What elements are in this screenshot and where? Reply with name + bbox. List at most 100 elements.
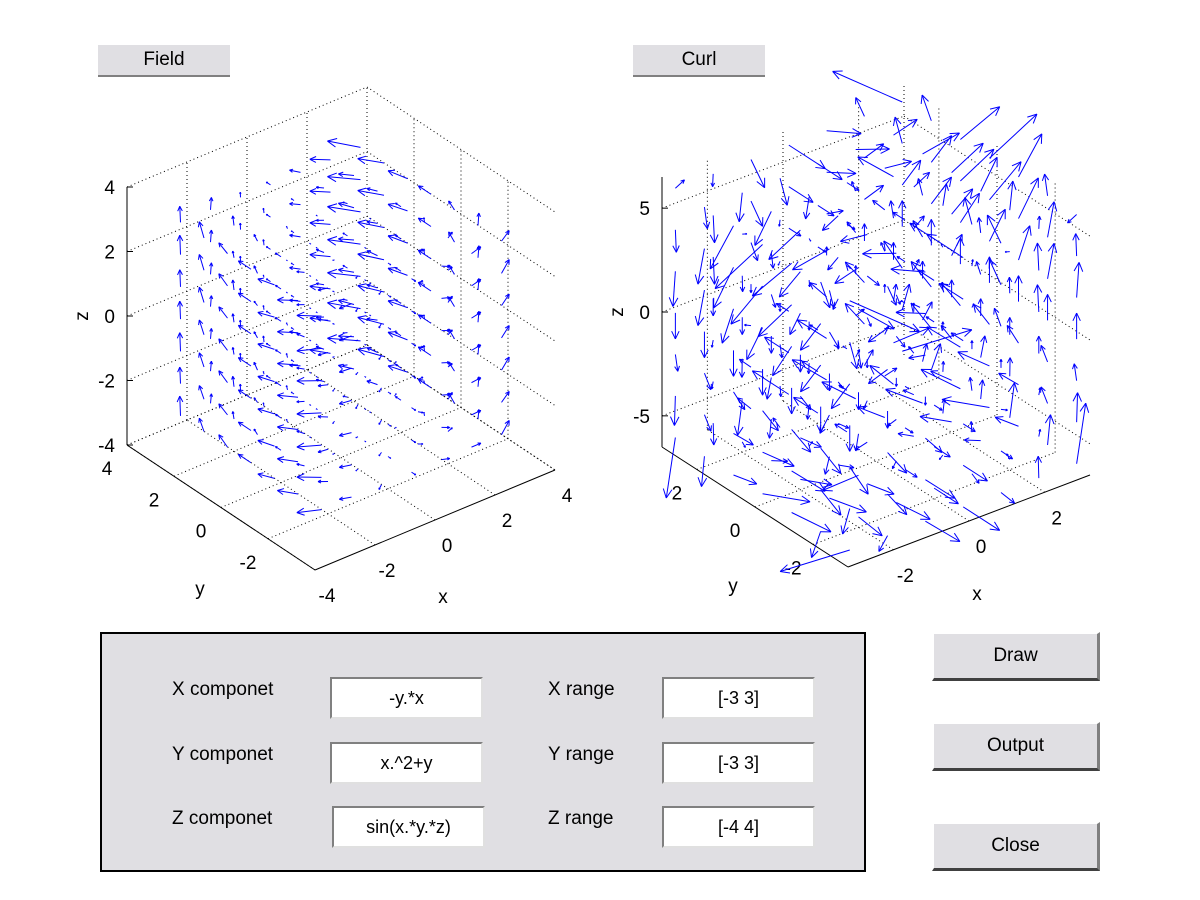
- arrow-head: [997, 208, 1006, 216]
- arrow: [315, 282, 325, 286]
- arrow-head: [915, 258, 920, 263]
- arrow-shaft: [904, 427, 914, 434]
- arrow-head: [682, 179, 685, 184]
- arrow-head: [884, 283, 887, 287]
- arrow-head: [995, 416, 1004, 418]
- x-component-input[interactable]: -y.*x: [330, 677, 483, 719]
- grid-line: [126, 280, 368, 381]
- arrow-shaft: [471, 442, 482, 448]
- arrow-head: [668, 297, 674, 307]
- arrow: [923, 396, 928, 406]
- arrow: [387, 202, 408, 212]
- arrow: [710, 339, 714, 348]
- arrow-shaft: [962, 423, 976, 433]
- arrow: [855, 97, 865, 117]
- arrow-head: [885, 387, 896, 390]
- curl-title-button[interactable]: Curl: [633, 45, 765, 77]
- arrow-head: [309, 315, 317, 319]
- arrow-shaft: [339, 399, 352, 405]
- arrow-head: [768, 250, 773, 260]
- arrow-head: [834, 275, 840, 284]
- arrow: [851, 181, 857, 192]
- arrow-head: [953, 532, 961, 542]
- arrow-head: [854, 445, 858, 451]
- arrow: [855, 349, 861, 358]
- close-button[interactable]: Close: [932, 822, 1100, 871]
- arrow-shaft: [238, 421, 252, 431]
- arrow-head: [875, 143, 884, 146]
- arrow: [394, 267, 402, 272]
- arrow: [357, 155, 385, 165]
- y-range-input[interactable]: [-3 3]: [662, 742, 815, 784]
- arrow: [750, 159, 766, 189]
- draw-button[interactable]: Draw: [932, 632, 1100, 681]
- arrow-head: [757, 333, 768, 338]
- arrow: [960, 148, 995, 182]
- arrow-head: [1047, 201, 1055, 211]
- arrow-head: [800, 386, 810, 393]
- arrow-head: [834, 423, 838, 429]
- x-range-input[interactable]: [-3 3]: [662, 677, 815, 719]
- arrow: [764, 336, 790, 354]
- arrow-shaft: [253, 234, 258, 242]
- y-component-input[interactable]: x.^2+y: [330, 742, 483, 784]
- grid-line: [306, 369, 496, 496]
- arrow-shaft: [971, 473, 980, 484]
- arrow: [970, 340, 974, 350]
- arrow: [501, 230, 510, 242]
- arrow-shaft: [289, 299, 301, 302]
- arrow: [857, 350, 864, 369]
- arrow: [971, 473, 980, 484]
- arrow-head: [746, 353, 755, 361]
- arrow-head: [737, 397, 744, 400]
- arrow: [274, 381, 282, 387]
- field-title-button[interactable]: Field: [98, 45, 230, 77]
- arrow: [887, 493, 908, 516]
- arrow: [265, 310, 271, 315]
- arrow-head: [702, 222, 708, 230]
- arrow: [448, 328, 455, 340]
- arrow: [239, 352, 242, 359]
- arrow-head: [807, 415, 811, 420]
- arrow-head: [826, 246, 829, 250]
- arrow-head: [417, 282, 422, 288]
- arrow-shaft: [277, 362, 299, 366]
- arrow: [770, 252, 776, 269]
- arrow-head: [1005, 409, 1008, 412]
- z-range-input[interactable]: [-4 4]: [662, 806, 815, 848]
- arrow-head: [1043, 294, 1049, 303]
- arrow: [257, 342, 275, 350]
- arrow: [476, 245, 481, 258]
- arrow-head: [712, 182, 716, 187]
- arrow-shaft: [857, 406, 885, 418]
- arrow-head: [714, 275, 719, 285]
- arrow-head: [277, 392, 284, 396]
- arrow-shaft: [779, 385, 782, 397]
- arrow-head: [387, 267, 395, 269]
- arrow-shaft: [826, 171, 857, 174]
- arrow: [893, 326, 930, 344]
- arrow-head: [1009, 454, 1014, 460]
- arrow: [922, 132, 960, 155]
- output-button[interactable]: Output: [932, 722, 1100, 771]
- arrow-head: [730, 314, 734, 325]
- arrow-head: [772, 263, 776, 269]
- arrow-head: [970, 421, 974, 425]
- arrow-head: [198, 254, 204, 259]
- arrow-shaft: [893, 118, 918, 136]
- arrow-shaft: [995, 416, 1019, 427]
- arrow-head: [993, 308, 995, 315]
- arrow-head: [387, 299, 395, 302]
- z-component-input[interactable]: sin(x.*y.*z): [332, 806, 485, 848]
- arrow-head: [277, 328, 284, 333]
- arrow-head: [847, 168, 857, 174]
- arrow-head: [388, 331, 395, 333]
- arrow: [332, 452, 335, 455]
- arrow-head: [448, 361, 452, 365]
- arrow-shaft: [387, 235, 408, 244]
- z-tick-label: 0: [639, 303, 650, 324]
- arrow-head: [872, 199, 878, 202]
- arrow: [913, 258, 920, 271]
- arrow: [411, 278, 417, 282]
- arrow: [338, 171, 355, 178]
